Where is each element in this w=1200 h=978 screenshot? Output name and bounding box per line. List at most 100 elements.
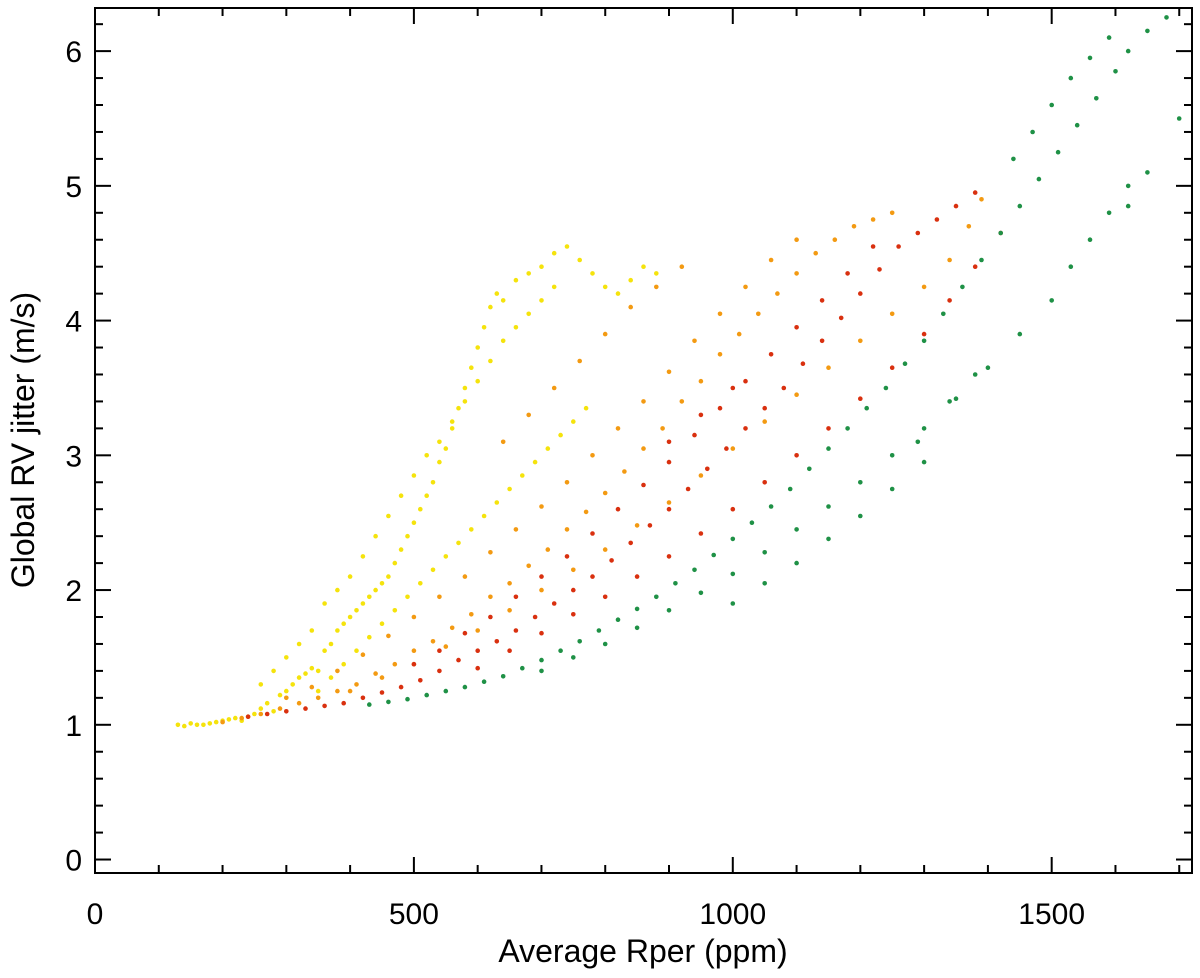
data-point	[475, 628, 481, 633]
data-point	[488, 550, 493, 555]
data-point	[539, 298, 544, 303]
data-point	[870, 217, 876, 222]
data-point	[889, 486, 895, 492]
data-point	[826, 536, 831, 542]
data-point	[941, 311, 946, 317]
data-point	[462, 399, 468, 404]
data-point	[609, 558, 614, 563]
data-point	[666, 369, 672, 375]
data-point	[526, 311, 531, 317]
data-point	[615, 506, 621, 512]
data-point	[571, 655, 576, 660]
data-point	[430, 480, 436, 485]
data-point	[456, 405, 461, 411]
data-point	[360, 652, 366, 657]
data-point	[1087, 55, 1093, 61]
data-point	[711, 552, 716, 558]
data-point	[602, 490, 608, 496]
data-point	[213, 719, 219, 725]
data-point	[430, 639, 436, 644]
data-point	[398, 684, 404, 690]
data-point	[1106, 210, 1112, 216]
data-point	[826, 426, 831, 431]
data-point	[698, 590, 704, 596]
data-point	[462, 574, 468, 579]
data-point	[571, 419, 576, 424]
data-point	[590, 453, 595, 458]
data-point	[335, 668, 340, 674]
data-point	[743, 426, 748, 431]
data-point	[794, 271, 799, 276]
data-point	[564, 480, 570, 485]
data-point	[641, 399, 646, 404]
data-point	[373, 671, 378, 676]
data-point	[717, 352, 723, 357]
data-point	[424, 453, 430, 458]
data-point	[577, 257, 582, 263]
data-point	[507, 581, 512, 586]
data-point	[602, 284, 608, 290]
data-point	[303, 706, 308, 711]
data-point	[921, 284, 927, 290]
data-point	[354, 608, 359, 613]
y-tick-label: 1	[65, 710, 82, 743]
data-point	[583, 405, 589, 411]
data-point	[315, 695, 321, 701]
data-point	[551, 385, 557, 391]
data-point	[590, 574, 595, 579]
data-point	[660, 426, 665, 431]
data-point	[443, 446, 449, 451]
data-point	[398, 493, 404, 499]
data-point	[188, 721, 193, 726]
data-point	[794, 237, 799, 242]
data-point	[794, 392, 799, 398]
data-point	[826, 365, 831, 371]
data-point	[532, 459, 538, 465]
data-point	[328, 675, 334, 680]
data-point	[418, 678, 423, 683]
data-point	[794, 560, 799, 566]
data-point	[411, 648, 417, 653]
data-point	[551, 601, 557, 606]
data-point	[692, 338, 697, 344]
data-point	[698, 378, 704, 384]
data-point	[1094, 96, 1099, 101]
data-point	[430, 567, 436, 573]
data-point	[258, 711, 264, 717]
data-point	[456, 657, 461, 663]
data-point	[201, 722, 206, 728]
data-point	[571, 567, 576, 573]
data-point	[896, 244, 901, 249]
data-point	[386, 699, 391, 705]
data-point	[347, 688, 353, 694]
data-point	[507, 486, 512, 492]
data-point	[921, 338, 927, 344]
data-point	[858, 480, 863, 485]
data-point	[1176, 116, 1182, 121]
data-point	[762, 480, 767, 485]
data-point	[985, 365, 991, 371]
data-point	[634, 574, 640, 579]
data-point	[449, 419, 455, 424]
data-point	[258, 706, 264, 711]
data-point	[513, 628, 519, 633]
data-point	[360, 695, 366, 701]
data-point	[877, 267, 882, 272]
x-tick-label: 0	[87, 898, 104, 931]
data-point	[328, 641, 334, 647]
data-point	[743, 378, 748, 384]
data-point	[596, 628, 602, 633]
data-point	[730, 536, 736, 542]
data-point	[411, 661, 417, 667]
data-point	[315, 668, 321, 674]
data-point	[571, 612, 576, 617]
data-point	[679, 399, 685, 404]
data-point	[271, 668, 276, 674]
data-point	[724, 446, 729, 451]
data-point	[858, 513, 863, 519]
data-point	[475, 378, 481, 384]
data-point	[347, 574, 353, 579]
data-point	[864, 405, 869, 411]
data-point	[1125, 48, 1131, 54]
data-point	[335, 587, 340, 593]
